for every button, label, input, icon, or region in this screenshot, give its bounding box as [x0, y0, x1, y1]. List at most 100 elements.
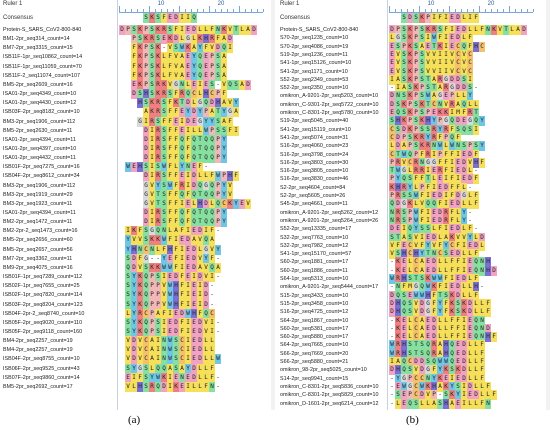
sequence-row[interactable]: omikron_C-8301-2pr_seq5836_count=10- E W G C… [277, 381, 550, 392]
ruler-scale[interactable]: 102030 [119, 0, 284, 13]
vertical-scrollbar[interactable] [271, 0, 275, 410]
sequence-row[interactable]: S60-2pr_seq1881_count=17- K E L C A E D L L F F I E Q N… [277, 257, 550, 268]
sequence-row[interactable]: omikron_98-2pr_seq5025_count=10 D H Q S V D G F Y… [277, 365, 550, 376]
label-divider[interactable] [117, 0, 118, 410]
sequence-row[interactable]: S66-2pr_seq5880_count=21 I A Q C D D S Q W W Q E D L L F [277, 357, 550, 367]
sequence-row[interactable]: S41-2pr_seq5074_count=31 C D P S K R Y R F P Q F [277, 132, 550, 143]
sequence-row[interactable]: S52-2pr_seq2349_count=53 I A S K P S T A R G D D S I [277, 74, 550, 85]
label-divider[interactable] [387, 0, 388, 410]
sequence-row[interactable]: S16-2pr_seq3798_count=24 C T W Q P F R I P F F I E D F [277, 149, 550, 160]
sequence-row[interactable]: S15-2pr_seq3458_count=10 D H Q S V D G F Y F K S K D L L… [277, 298, 550, 309]
sequence-row[interactable]: S45-2pr_seq4661_count=11 Q D G K L V Q Q F I E D L L F [277, 199, 550, 210]
sequence-row[interactable]: S16-2pr_seq4725_count=12 D H Q S V D G F Y F K S K D L L… [277, 307, 550, 318]
residue-cell: S [215, 61, 221, 72]
sequence-row[interactable]: S41-2pr_seq1171_count=10 E V S K P S V V I I V C V C [277, 66, 550, 77]
sequence-row[interactable]: omikron_A-9201-2pr_seq5203_count=10 D N S K P… [277, 91, 550, 102]
sequence-row[interactable]: S52-2pr_seq2350_count=10- I A S K P S T A R G D D S - [277, 83, 550, 94]
sequence-row[interactable]: S14-2pr_seq9941_count=15- Y G P C C N Y K E I E D L L F [277, 373, 550, 384]
vertical-scrollbar[interactable] [546, 0, 550, 410]
sequence-row[interactable]: S64-2pr_seq1867_count=10- K E L C A E D L L F F I E Q N [277, 315, 550, 326]
sequence-row[interactable]: S70-2pr_seq1235_count=10 L G S K P S I W F I E D L F [277, 33, 550, 44]
sequence-row[interactable]: S19-2pr_seq1236_count=11 E V S K P S V V I I V C V C [277, 49, 550, 60]
sequence-row[interactable]: S64-1pr_seq5313_count=10 W R H S T S K W W F I E D L F [277, 274, 550, 284]
residue-cell: D [143, 171, 149, 182]
sequence-row[interactable]: S32-2pr_seq7982_count=12 V F E C V F Y V F Y C F I E D L [277, 240, 550, 251]
ruler-scale[interactable]: 102030 [389, 0, 550, 13]
sequence-row[interactable]: S16-2pr_seq3803_count=30 P R V C R N G G F F I E D V H F [277, 157, 550, 168]
sequence-row[interactable]: S70-2pr_seq4086_count=19 E S P K S A E T K I E C Q F H C [277, 41, 550, 52]
sequence-row[interactable]: S60-2pr_seq5381_count=17- K E L C A E D L L F F I E Q N… [277, 323, 550, 334]
sequence-row[interactable]: S2-2pr_seq5605_count=26 P R S S W F I E D I F D G L F [277, 191, 550, 201]
residue-cell: L [239, 25, 245, 35]
sequence-row[interactable]: S64-2pr_seq7665_count=10 W R H S T S Q R A H Q E D L L F [277, 340, 550, 351]
sequence-row[interactable]: S41-1pr_seq15126_count=10 E V S K P S V V I I V C V C [277, 58, 550, 69]
sequence-row[interactable]: S16-2pr_seq3830_count=46 P Y Q S F F T L E I F I E D F [277, 174, 550, 185]
sequence-row[interactable]: S66-2pr_seq7669_count=20 W R H S T S Q R A H Q E D L L F [277, 348, 550, 359]
sequence-row[interactable]: omikron_C-8301-2pr_seq5829_count=10- S E P C… [277, 390, 550, 401]
sequence-row[interactable]: omikron_A-9201-2pr_seq5262_count=12 N R S P W… [277, 207, 550, 218]
sequence-row[interactable]: S16-2pr_seq4060_count=23 L D A P S K R N W L W N S P S Y [277, 141, 550, 152]
sequence-row[interactable]: S60-2pr_seq1886_count=11- K E L C A E D L L F F I E Q N… [277, 265, 550, 276]
sequence-row[interactable]: S41-1pr_seq15170_count=57 V S H C H Y T N C S E D L L F [277, 249, 550, 260]
sequence-row[interactable]: S16-2pr_seq3805_count=10 T W G L R R I E R F I E D L - [277, 166, 550, 177]
sequence-row[interactable]: omikron_C-9301-2pr_seq5722_count=10 D S K P S… [277, 99, 550, 110]
residue-cell: D [197, 226, 203, 237]
sequence-row[interactable]: omikron_A-9201-2pr_seq5264_count=26 N R S P W… [277, 215, 550, 226]
residue-cell: Q [209, 217, 215, 228]
sequence-row[interactable]: Protein-S_SARS_CoV2-800-840 D P S K P S K R S F I E D… [277, 25, 550, 35]
sequence-row[interactable]: S2-2pr_seq4604_count=84 K H R Y L P F I E D F F L - [277, 182, 550, 193]
residue-cell: K [155, 52, 161, 63]
sequence-row[interactable]: omikron_D-1601-2pr_seq6214_count=12- L E Q S… [277, 398, 550, 409]
sequence-row[interactable]: S41-2pr_seq15119_count=10 C S D K P S S R Y R F S Q S I [277, 124, 550, 135]
sequence-row[interactable]: S19-2pr_seq5045_count=40 S H K P S K H Y P G Q D E G Q Y [277, 116, 550, 127]
sequence-row[interactable]: S32-2pr_seq7763_count=10 S T A S V I E D L A K V V Y L D [277, 232, 550, 243]
sequence-row[interactable]: S52-2pr_seq13335_count=17 D E I Q Y S S L F I E D L F - [277, 224, 550, 235]
sequence-row[interactable]: Protein-S_SARS_CoV2-800-840 D P S K P S K R S F I E D… [0, 25, 275, 35]
sequence-row[interactable]: S60-2pr_seq5880_count=17- K E L C A E D L L F F I E Q N… [277, 332, 550, 343]
sequence-row[interactable]: S15-2pr_seq3433_count=10 D Q S E W W H F T S K D L L F [277, 290, 550, 301]
sequence-row[interactable]: omikron_A-9201-2pr_seq5444_count=17- N F M G… [277, 282, 550, 293]
sequence-row[interactable]: omikron_C-8301-2pr_seq5780_count=10 E Q S K P… [277, 108, 550, 118]
